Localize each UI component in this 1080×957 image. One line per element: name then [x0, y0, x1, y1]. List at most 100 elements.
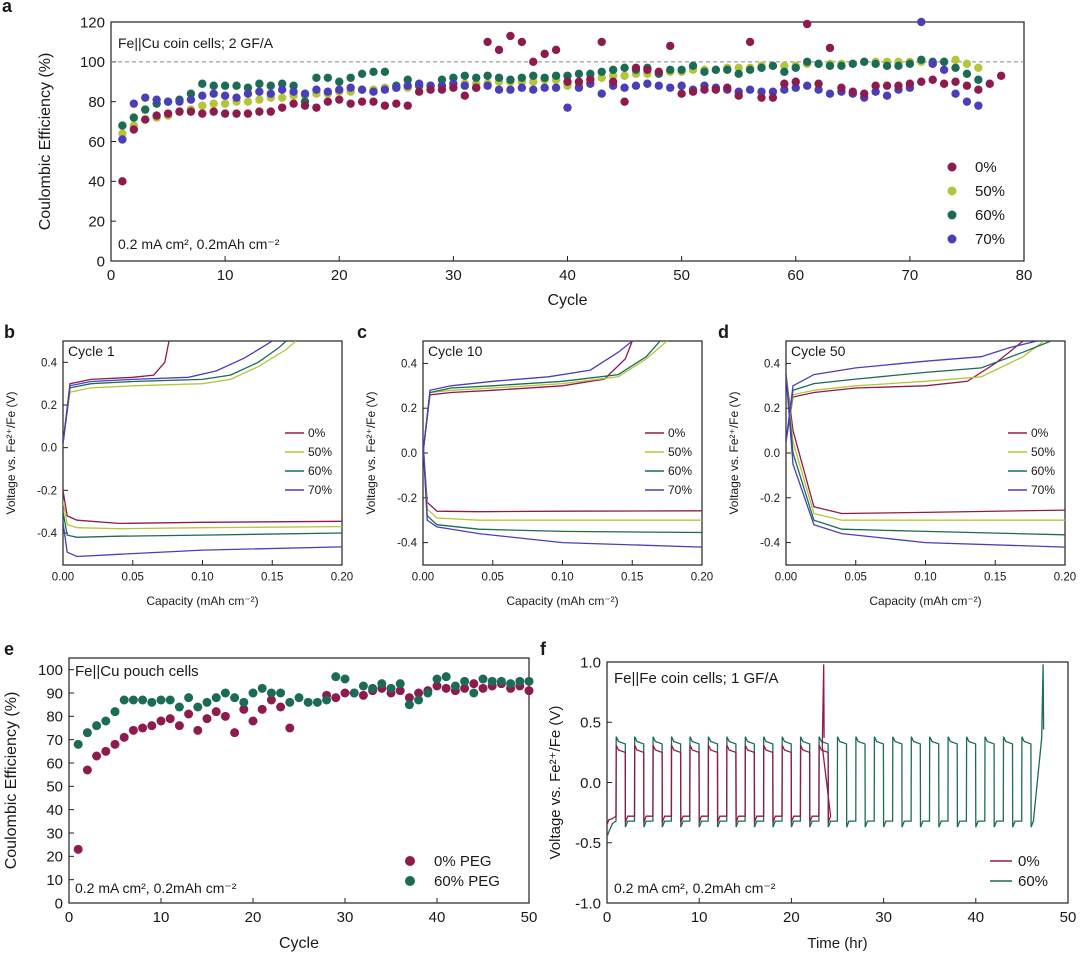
data-point-60pct-peg: [257, 683, 267, 693]
data-point-70pct: [666, 83, 675, 92]
data-point-60pct-peg: [230, 693, 240, 703]
data-point-70pct: [277, 85, 287, 94]
charge-curve-60pct: [786, 341, 1052, 442]
x-tick-label: 0.20: [1054, 572, 1076, 584]
data-point-60pct-peg: [441, 672, 451, 682]
data-point-60pct: [243, 83, 253, 92]
data-point-0pct-peg: [395, 686, 405, 696]
y-tick-label: 70: [46, 732, 63, 749]
data-point-70pct: [392, 83, 401, 92]
data-point-60pct: [608, 65, 618, 75]
data-point-60pct: [768, 61, 778, 71]
discharge-curve-50pct: [63, 500, 342, 530]
x-tick-label: 0.20: [691, 572, 713, 584]
x-tick-label: 50: [1060, 909, 1077, 926]
legend-label: 60%: [1018, 873, 1048, 890]
data-point-60pct-peg: [340, 674, 350, 684]
data-point-0pct: [266, 107, 275, 116]
charge-curve-50pct: [786, 341, 1045, 442]
data-point-60pct: [620, 63, 629, 73]
data-point-0pct: [723, 83, 732, 92]
data-point-60pct-peg: [432, 674, 442, 684]
y-tick-label: 0.0: [580, 775, 601, 792]
data-point-0pct: [791, 77, 800, 86]
data-point-60pct-peg: [276, 688, 286, 698]
data-point-70pct: [141, 93, 150, 102]
panel-letter-d: d: [718, 322, 729, 342]
legend-label: 70%: [308, 483, 332, 497]
data-point-70pct: [335, 85, 344, 94]
data-point-0pct: [871, 81, 880, 90]
x-axis-label: Capacity (mAh cm⁻²): [869, 594, 981, 608]
x-tick-label: 0.20: [331, 572, 353, 584]
data-point-0pct: [369, 97, 378, 106]
data-point-0pct-peg: [432, 681, 442, 691]
data-point-0pct: [757, 93, 766, 102]
data-point-70pct: [346, 83, 355, 92]
data-point-70pct: [152, 95, 161, 104]
data-point-60pct-peg: [101, 716, 111, 726]
y-tick-label: 90: [46, 685, 63, 702]
legend-marker: [947, 234, 957, 244]
data-point-70pct: [768, 87, 778, 96]
data-point-0pct: [563, 77, 572, 86]
legend-label: 0%: [668, 426, 686, 440]
data-point-0pct: [917, 77, 926, 86]
data-point-0pct: [711, 85, 721, 94]
data-point-70pct: [266, 89, 275, 98]
x-tick-label: 0.05: [122, 572, 144, 584]
data-point-0pct: [860, 89, 869, 98]
data-point-70pct: [460, 81, 469, 90]
charge-curve-0pct: [423, 341, 633, 454]
series-group: [423, 341, 702, 548]
data-point-0pct: [962, 81, 972, 90]
data-point-70pct: [414, 79, 424, 88]
data-point-50pct: [734, 63, 743, 73]
data-point-70pct: [175, 97, 184, 106]
y-tick-label: 80: [46, 709, 63, 726]
data-point-0pct-peg: [193, 725, 203, 735]
x-tick-label: 30: [445, 267, 462, 284]
x-tick-label: 80: [1016, 267, 1033, 284]
y-tick-label: -0.4: [37, 528, 57, 540]
data-point-0pct: [974, 85, 983, 94]
y-tick-label: 0.4: [764, 358, 781, 370]
data-point-70pct: [540, 83, 549, 92]
data-point-50pct: [220, 99, 230, 108]
data-point-60pct-peg: [487, 676, 497, 686]
data-point-0pct: [951, 77, 960, 86]
x-tick-label: 20: [245, 909, 262, 926]
data-point-0pct-peg: [460, 683, 470, 693]
x-tick-label: 0.10: [551, 572, 573, 584]
data-point-60pct-peg: [248, 688, 258, 698]
data-point-50pct: [198, 101, 207, 110]
legend-marker: [405, 856, 415, 866]
data-point-0pct: [620, 97, 629, 106]
charge-curve-60pct: [63, 341, 287, 444]
data-point-0pct: [175, 107, 184, 116]
data-point-0pct-peg: [73, 844, 83, 854]
x-tick-label: 60: [787, 267, 804, 284]
data-point-0pct: [529, 57, 538, 67]
x-axis-label: Cycle: [279, 935, 319, 952]
x-tick-label: 0: [65, 909, 73, 926]
data-point-0pct: [802, 19, 812, 29]
data-point-0pct: [141, 115, 150, 124]
data-point-60pct-peg: [469, 688, 479, 698]
data-point-0pct: [335, 95, 344, 104]
data-point-60pct: [540, 73, 549, 82]
data-point-60pct: [472, 73, 481, 82]
data-point-60pct-peg: [423, 688, 433, 698]
data-point-60pct: [494, 73, 504, 82]
data-point-70pct: [529, 85, 538, 94]
y-tick-label: -0.5: [575, 835, 601, 852]
data-point-70pct: [380, 85, 390, 94]
data-point-0pct: [643, 65, 652, 75]
data-point-0pct: [700, 85, 709, 94]
data-point-0pct: [551, 45, 561, 55]
legend-label: 0%: [308, 426, 326, 440]
data-point-0pct: [837, 83, 846, 92]
data-point-60pct-peg: [368, 683, 378, 693]
x-tick-label: 0.00: [775, 572, 797, 584]
data-point-70pct: [757, 87, 766, 96]
